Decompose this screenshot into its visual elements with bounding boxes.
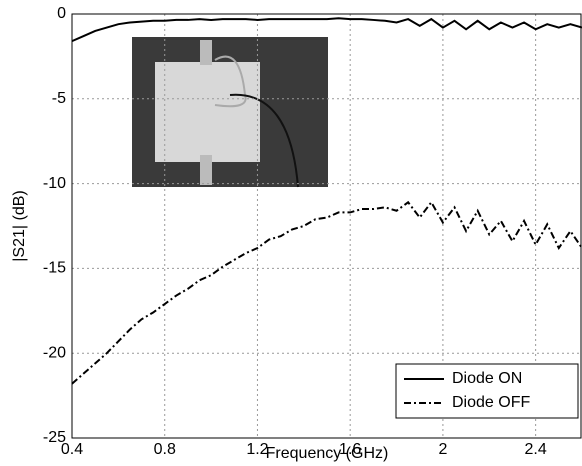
y-tick-label: -10 xyxy=(43,175,66,192)
x-tick-label: 0.4 xyxy=(61,441,83,458)
plot-frame xyxy=(71,13,582,439)
y-tick-label: -20 xyxy=(43,344,66,361)
series-line xyxy=(71,200,582,385)
series-line xyxy=(71,17,582,43)
y-tick-label: -15 xyxy=(43,260,66,277)
y-tick-label: 0 xyxy=(57,5,66,22)
x-tick-label: 0.8 xyxy=(154,441,176,458)
x-axis-label: Frequency (GHz) xyxy=(266,445,389,462)
y-axis-label: |S21| (dB) xyxy=(11,190,28,261)
legend-box xyxy=(395,363,579,419)
x-tick-label: 2.4 xyxy=(525,441,547,458)
inset-photo xyxy=(132,37,328,188)
legend-label: Diode ON xyxy=(452,370,522,387)
x-tick-label: 1.6 xyxy=(339,441,361,458)
legend-label: Diode OFF xyxy=(452,394,530,411)
legend: Diode ON Diode OFF xyxy=(395,363,579,419)
y-tick-label: -5 xyxy=(52,90,66,107)
x-tick-label: 2 xyxy=(438,441,447,458)
y-tick-label: -25 xyxy=(43,429,66,446)
x-tick-label: 1.2 xyxy=(246,441,268,458)
